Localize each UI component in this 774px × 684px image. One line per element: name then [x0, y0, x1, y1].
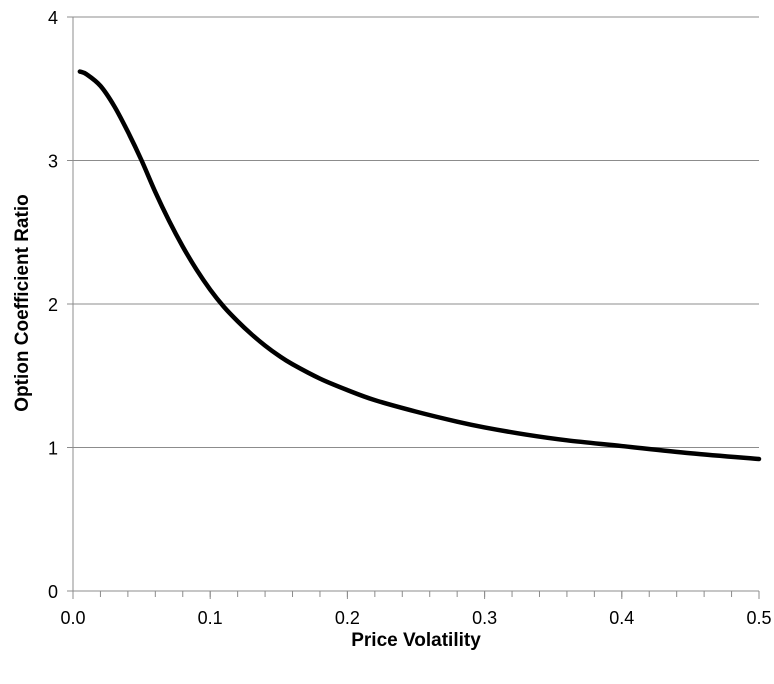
axes [67, 16, 760, 599]
series-layer [77, 69, 762, 462]
x-tick-label: 0.0 [60, 608, 85, 628]
tick-labels: 0 1 2 3 4 0.0 0.1 0.2 0.3 0.4 0.5 [48, 8, 772, 628]
x-tick-label: 0.5 [746, 608, 771, 628]
y-tick-label: 3 [48, 152, 58, 172]
x-tick-label: 0.4 [609, 608, 634, 628]
y-tick-label: 4 [48, 8, 58, 28]
y-tick-label: 0 [48, 582, 58, 602]
y-axis-title: Option Coefficient Ratio [12, 194, 33, 411]
x-axis-title: Price Volatility [351, 630, 481, 651]
x-tick-label: 0.2 [335, 608, 360, 628]
y-tick-label: 1 [48, 439, 58, 459]
x-tick-label: 0.1 [198, 608, 223, 628]
series-line-0 [77, 69, 762, 462]
y-tick-label: 2 [48, 295, 58, 315]
x-tick-label: 0.3 [472, 608, 497, 628]
